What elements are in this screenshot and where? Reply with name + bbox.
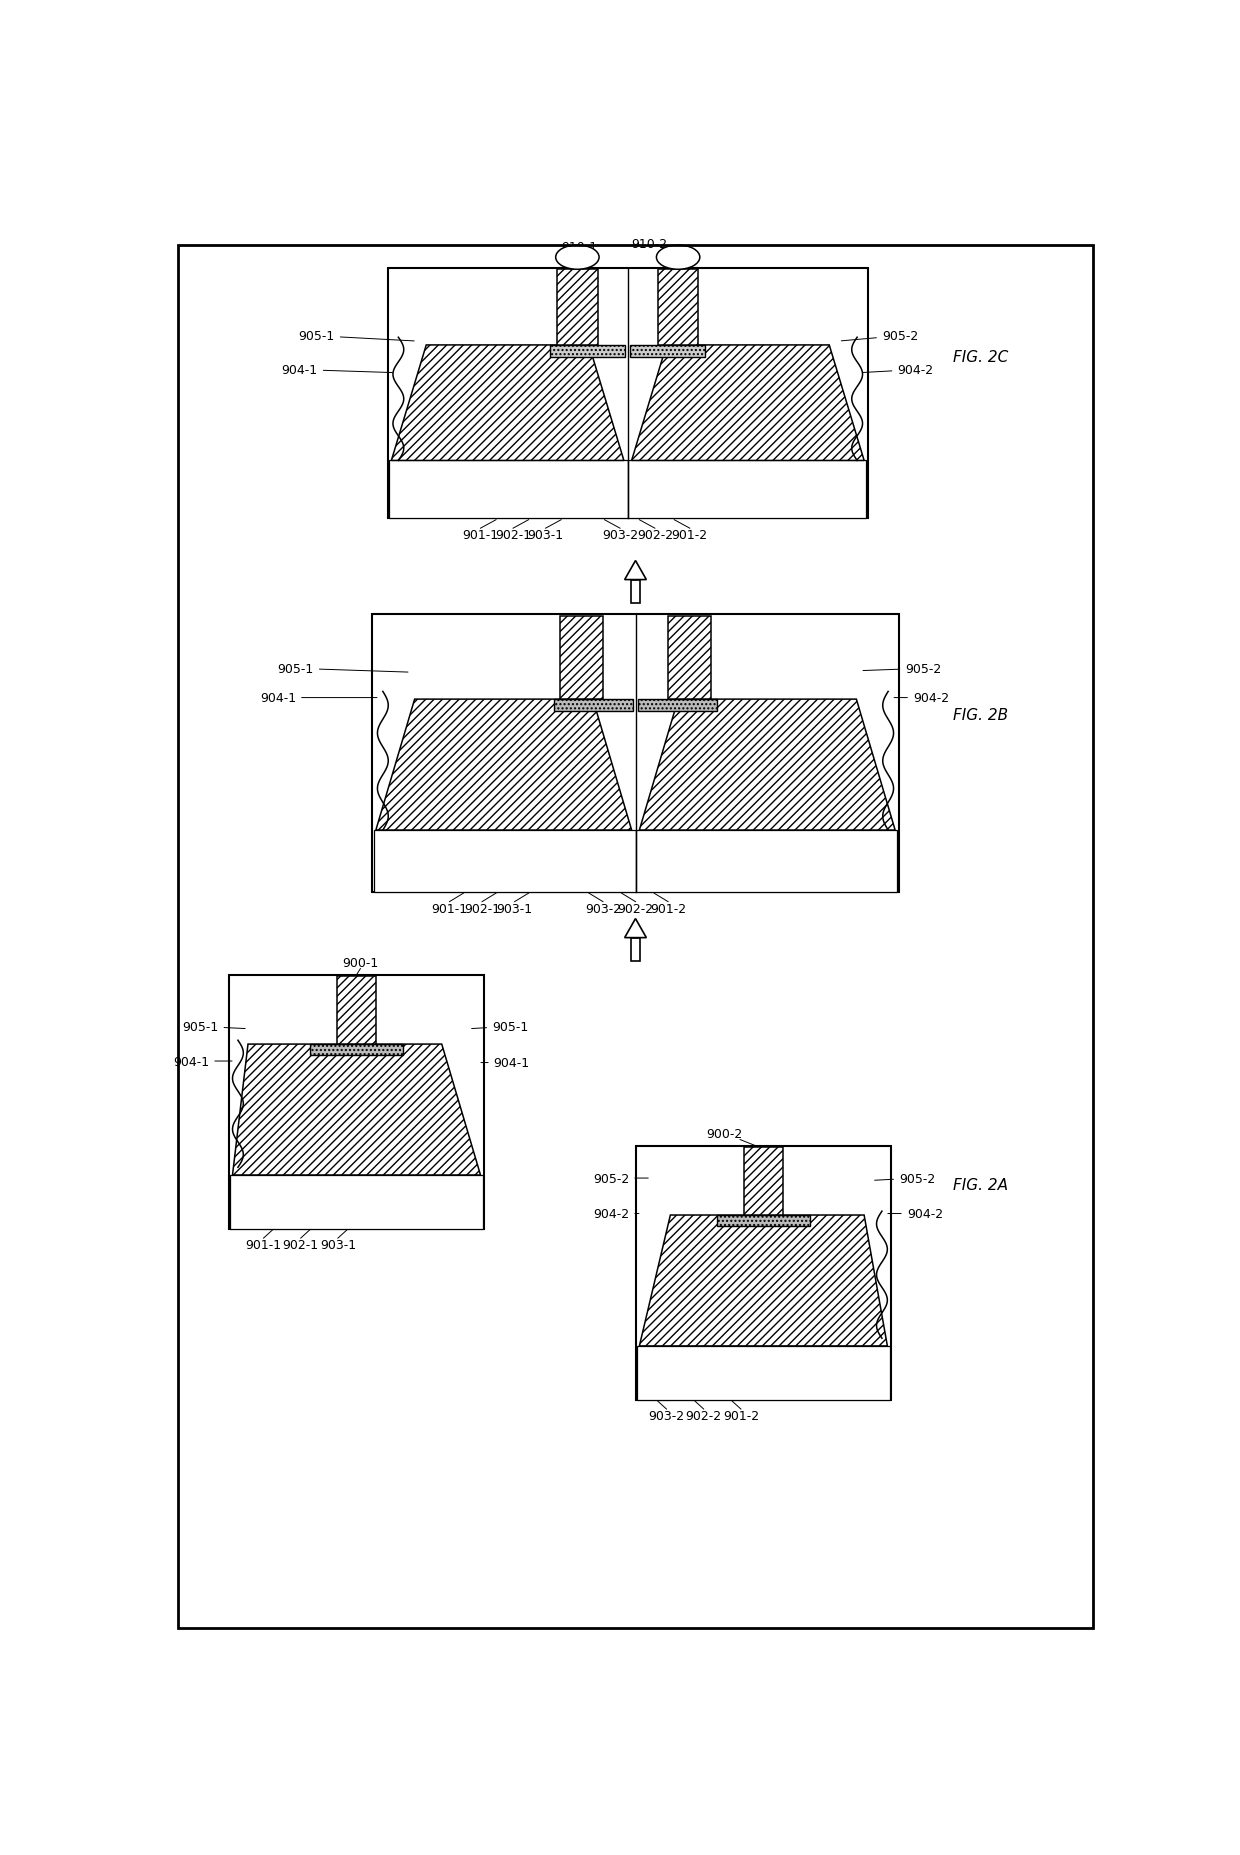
Polygon shape (392, 345, 624, 462)
Text: 904-2: 904-2 (894, 692, 949, 705)
Text: 901-1: 901-1 (463, 529, 498, 542)
Text: 902-2: 902-2 (637, 529, 673, 542)
Polygon shape (630, 345, 706, 358)
Text: 905-1: 905-1 (299, 330, 414, 343)
Polygon shape (668, 616, 711, 699)
Bar (637, 1347, 889, 1401)
Text: 903-2: 903-2 (601, 529, 639, 542)
Text: 910-2: 910-2 (631, 237, 676, 250)
Text: 903-1: 903-1 (527, 529, 564, 542)
Ellipse shape (656, 247, 699, 271)
Text: 900-1: 900-1 (342, 955, 378, 968)
Text: 905-2: 905-2 (841, 330, 918, 343)
Text: 905-2: 905-2 (593, 1172, 649, 1185)
Polygon shape (640, 1215, 888, 1347)
Polygon shape (640, 699, 895, 831)
Text: 904-2: 904-2 (863, 364, 934, 377)
Text: 903-1: 903-1 (320, 1239, 356, 1252)
Polygon shape (658, 271, 698, 345)
Bar (372, 616, 899, 892)
Polygon shape (717, 1215, 810, 1226)
Bar (231, 1176, 482, 1230)
Text: 904-1: 904-1 (260, 692, 377, 705)
Text: 904-1: 904-1 (481, 1057, 529, 1070)
Bar (635, 1146, 892, 1401)
Bar (228, 976, 485, 1230)
Polygon shape (625, 562, 646, 581)
Polygon shape (631, 345, 864, 462)
Polygon shape (557, 271, 598, 345)
Text: 901-2: 901-2 (723, 1410, 759, 1423)
Text: 905-2: 905-2 (863, 662, 941, 675)
Text: 903-2: 903-2 (585, 902, 621, 915)
Polygon shape (625, 918, 646, 939)
Text: 901-1: 901-1 (432, 902, 467, 915)
Text: 905-1: 905-1 (471, 1020, 528, 1033)
Bar (631, 939, 640, 961)
Text: 902-2: 902-2 (618, 902, 653, 915)
Polygon shape (376, 699, 631, 831)
Bar (635, 831, 898, 892)
Text: FIG. 2B: FIG. 2B (954, 707, 1008, 723)
Text: 910-1: 910-1 (562, 241, 598, 254)
Polygon shape (233, 1044, 481, 1176)
Text: 903-2: 903-2 (649, 1410, 684, 1423)
Text: 905-1: 905-1 (278, 662, 408, 675)
Polygon shape (337, 978, 376, 1044)
Polygon shape (560, 616, 603, 699)
Text: 904-2: 904-2 (888, 1208, 942, 1221)
Text: 905-2: 905-2 (874, 1172, 935, 1185)
Text: 901-2: 901-2 (650, 902, 686, 915)
Polygon shape (551, 345, 625, 358)
Text: 904-1: 904-1 (281, 364, 393, 377)
Text: 904-1: 904-1 (174, 1055, 232, 1068)
Polygon shape (554, 699, 634, 712)
Polygon shape (310, 1044, 403, 1055)
Text: 905-1: 905-1 (182, 1020, 246, 1033)
Text: 901-2: 901-2 (672, 529, 708, 542)
Bar (631, 581, 640, 603)
Bar (389, 462, 627, 519)
Bar (627, 462, 867, 519)
Polygon shape (637, 699, 717, 712)
Text: FIG. 2C: FIG. 2C (954, 351, 1008, 365)
Bar (387, 269, 868, 519)
Ellipse shape (556, 247, 599, 271)
Text: 902-2: 902-2 (686, 1410, 722, 1423)
Bar (373, 831, 635, 892)
Text: 902-1: 902-1 (283, 1239, 319, 1252)
Text: 902-1: 902-1 (495, 529, 531, 542)
Text: 901-1: 901-1 (246, 1239, 281, 1252)
Text: FIG. 2A: FIG. 2A (954, 1178, 1008, 1193)
Text: 900-2: 900-2 (707, 1128, 743, 1141)
Text: 902-1: 902-1 (464, 902, 500, 915)
Text: 903-1: 903-1 (496, 902, 533, 915)
Text: 904-2: 904-2 (593, 1208, 639, 1221)
Polygon shape (744, 1148, 782, 1215)
